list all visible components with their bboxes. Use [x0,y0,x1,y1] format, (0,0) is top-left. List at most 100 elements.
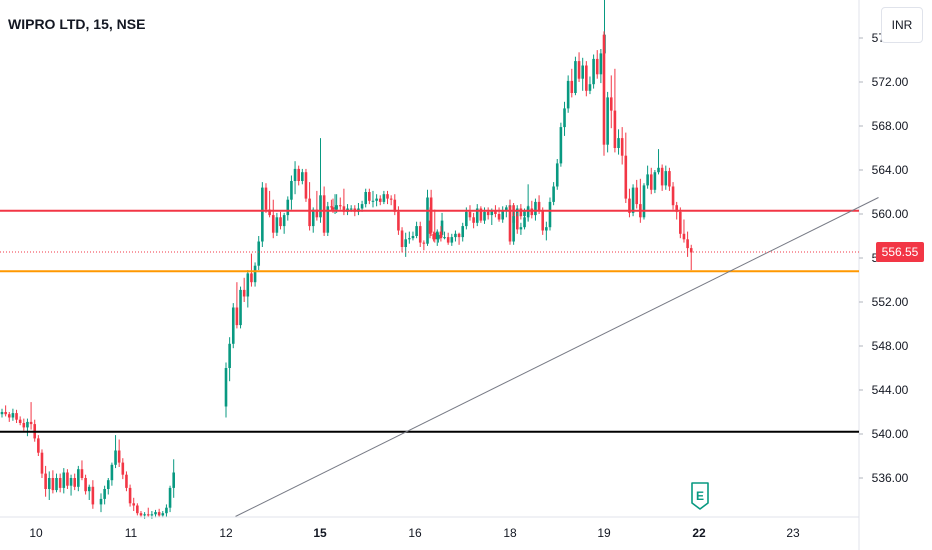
candle [530,200,534,219]
y-tick-label: 552.00 [872,295,909,309]
candle-body [440,220,444,235]
candle [418,221,422,247]
candle [439,226,443,242]
candle [389,195,393,206]
candle [415,221,418,239]
candle [599,49,603,84]
candle [58,473,62,493]
candle-body [154,512,157,515]
candle [103,485,106,505]
candle-body [40,452,44,474]
y-tick-label: 568.00 [872,119,909,133]
candle-body [689,248,693,253]
candle [668,167,671,191]
candle-body [508,206,512,242]
candle-body [87,486,91,492]
candle-body [110,464,114,481]
candle [664,165,668,190]
candle [290,175,293,210]
candle [472,212,475,229]
candle-body [552,186,555,202]
candle-body [566,80,570,109]
candle-body [311,209,315,227]
candle-body [261,187,264,242]
candle [682,219,686,243]
candle [657,149,660,175]
candle-body [563,108,566,128]
candle [574,56,577,96]
candle-body [308,198,311,227]
candle [150,511,154,519]
candle-body [279,217,282,227]
candle [497,207,501,222]
candle [519,204,523,220]
candle [77,465,80,492]
candle-body [301,172,304,181]
candle-body [360,204,364,209]
candle [308,182,311,231]
candle-body [468,211,472,218]
candle [319,138,322,223]
candle-body [15,413,18,420]
candle [378,195,382,206]
candle-body [664,171,668,186]
candle-body [393,199,397,212]
earnings-marker-icon[interactable]: E [691,482,709,510]
candle-body [548,201,552,228]
candle [479,206,483,223]
candle [15,409,18,423]
candle-body [505,207,508,211]
candle [523,214,526,230]
candle-body [606,97,609,145]
candle-body [429,197,433,233]
candle [239,286,242,329]
candle [660,164,664,191]
candle [293,161,297,195]
candle-body [671,186,675,206]
currency-button[interactable]: INR [881,7,923,43]
candle-body [450,237,454,243]
candle [55,473,58,493]
candle [80,460,84,481]
candle-body [411,236,415,239]
candle [646,165,649,189]
candle [689,244,693,271]
earnings-marker-letter: E [696,489,704,503]
candle-body [235,307,239,326]
candle-body [55,478,58,491]
candle [375,194,378,207]
candle-body [682,233,686,240]
candle [686,231,689,257]
candle-body [349,208,353,210]
candle-body [534,201,537,216]
candle [117,439,121,467]
candle-body [408,238,411,240]
candle-body [139,513,143,516]
candle-body [80,469,84,478]
candle [468,205,472,221]
candle-body [11,413,15,418]
candle-body [293,168,297,181]
candle [563,101,566,136]
candle [253,262,257,287]
candle [286,196,290,221]
candle-body [577,61,581,79]
candle [577,52,581,82]
candle-body [649,174,653,190]
candle-body [368,192,371,201]
candle [87,484,91,500]
candle-body [609,97,613,111]
time-axis[interactable]: 10 11 12 15 16 18 19 22 23 [0,516,859,540]
candle [91,480,95,509]
candle [519,222,523,235]
candle-body [228,343,231,368]
trend-line[interactable] [235,197,879,517]
candle-body [570,80,574,93]
candle-body [668,171,671,187]
candle-body [397,211,400,231]
candle-body [454,233,457,238]
candle [653,170,657,194]
candle-body [117,450,121,463]
candle [165,504,168,517]
